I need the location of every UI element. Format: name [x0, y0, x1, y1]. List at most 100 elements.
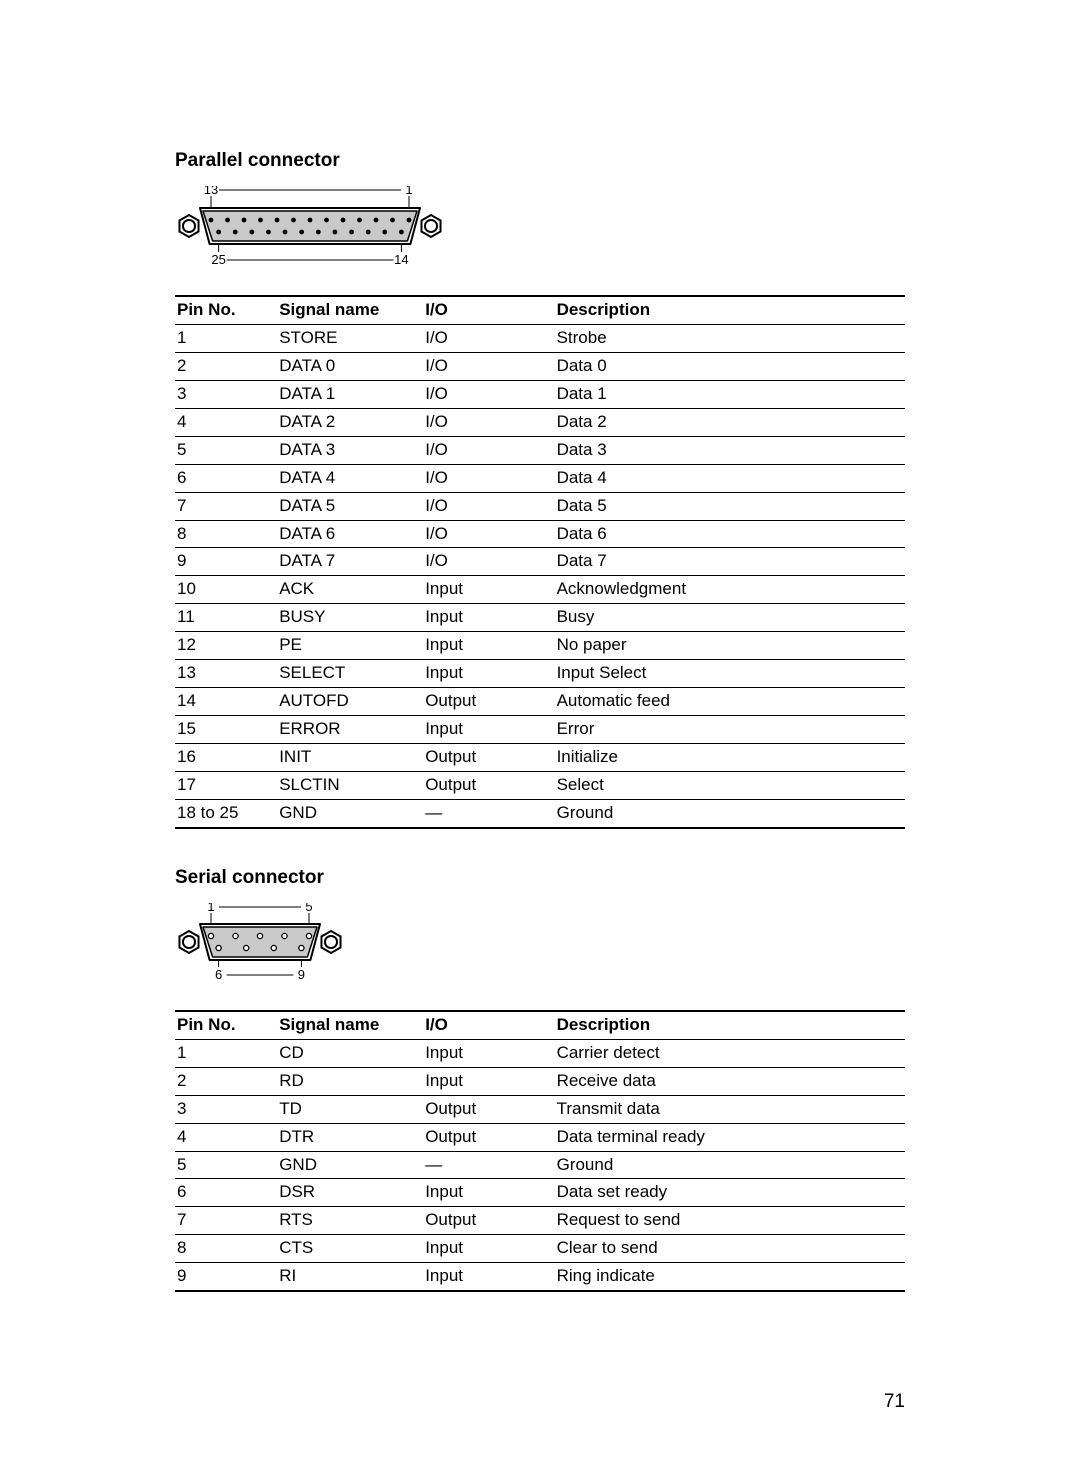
cell-desc: Data 1: [555, 380, 905, 408]
cell-desc: Data set ready: [555, 1179, 905, 1207]
cell-pin: 12: [175, 632, 277, 660]
cell-signal: DATA 3: [277, 436, 423, 464]
page: Parallel connector 13 1 25 14 Pin No. Si…: [0, 0, 1080, 1471]
col-header-io: I/O: [423, 1011, 554, 1039]
cell-signal: SELECT: [277, 660, 423, 688]
cell-signal: CTS: [277, 1235, 423, 1263]
parallel-connector-diagram: 13 1 25 14: [175, 186, 905, 271]
cell-io: Output: [423, 1123, 554, 1151]
cell-desc: Data 7: [555, 548, 905, 576]
cell-pin: 17: [175, 771, 277, 799]
cell-pin: 5: [175, 1151, 277, 1179]
cell-signal: AUTOFD: [277, 688, 423, 716]
cell-pin: 3: [175, 1095, 277, 1123]
cell-signal: PE: [277, 632, 423, 660]
cell-io: I/O: [423, 380, 554, 408]
table-row: 8DATA 6I/OData 6: [175, 520, 905, 548]
serial-connector-svg: 1 5 6 9: [175, 903, 345, 981]
cell-pin: 15: [175, 716, 277, 744]
cell-io: I/O: [423, 548, 554, 576]
col-header-pin: Pin No.: [175, 1011, 277, 1039]
cell-io: —: [423, 799, 554, 827]
cell-io: Output: [423, 1095, 554, 1123]
table-row: 13SELECTInputInput Select: [175, 660, 905, 688]
cell-desc: Acknowledgment: [555, 576, 905, 604]
cell-io: I/O: [423, 464, 554, 492]
svg-text:6: 6: [215, 967, 222, 981]
cell-io: Input: [423, 576, 554, 604]
cell-pin: 9: [175, 548, 277, 576]
table-row: 5DATA 3I/OData 3: [175, 436, 905, 464]
table-row: 8CTSInputClear to send: [175, 1235, 905, 1263]
cell-io: Output: [423, 771, 554, 799]
cell-desc: Data 2: [555, 408, 905, 436]
cell-signal: ERROR: [277, 716, 423, 744]
table-row: 6DATA 4I/OData 4: [175, 464, 905, 492]
cell-desc: Receive data: [555, 1067, 905, 1095]
col-header-signal: Signal name: [277, 296, 423, 324]
cell-signal: DATA 0: [277, 352, 423, 380]
cell-io: Input: [423, 716, 554, 744]
cell-desc: Data terminal ready: [555, 1123, 905, 1151]
cell-io: Output: [423, 744, 554, 772]
cell-signal: DATA 5: [277, 492, 423, 520]
cell-pin: 7: [175, 1207, 277, 1235]
cell-signal: RTS: [277, 1207, 423, 1235]
cell-io: Output: [423, 688, 554, 716]
cell-pin: 11: [175, 604, 277, 632]
cell-desc: Error: [555, 716, 905, 744]
cell-signal: RI: [277, 1263, 423, 1291]
col-header-pin: Pin No.: [175, 296, 277, 324]
table-row: 2DATA 0I/OData 0: [175, 352, 905, 380]
cell-pin: 18 to 25: [175, 799, 277, 827]
table-row: 3DATA 1I/OData 1: [175, 380, 905, 408]
cell-desc: Data 3: [555, 436, 905, 464]
table-row: 9DATA 7I/OData 7: [175, 548, 905, 576]
cell-desc: Data 0: [555, 352, 905, 380]
cell-desc: Automatic feed: [555, 688, 905, 716]
cell-desc: Ground: [555, 1151, 905, 1179]
table-row: 4DTROutputData terminal ready: [175, 1123, 905, 1151]
serial-pinout-table: Pin No. Signal name I/O Description 1CDI…: [175, 1010, 905, 1292]
cell-io: I/O: [423, 492, 554, 520]
col-header-desc: Description: [555, 1011, 905, 1039]
cell-signal: STORE: [277, 324, 423, 352]
cell-signal: DATA 1: [277, 380, 423, 408]
svg-text:1: 1: [405, 186, 412, 197]
cell-signal: DTR: [277, 1123, 423, 1151]
cell-io: Input: [423, 660, 554, 688]
cell-io: Output: [423, 1207, 554, 1235]
cell-pin: 7: [175, 492, 277, 520]
cell-pin: 6: [175, 1179, 277, 1207]
table-row: 15ERRORInputError: [175, 716, 905, 744]
cell-signal: DATA 2: [277, 408, 423, 436]
cell-pin: 13: [175, 660, 277, 688]
cell-pin: 2: [175, 352, 277, 380]
cell-pin: 9: [175, 1263, 277, 1291]
cell-desc: Ground: [555, 799, 905, 827]
cell-desc: Select: [555, 771, 905, 799]
cell-io: I/O: [423, 324, 554, 352]
cell-desc: Input Select: [555, 660, 905, 688]
cell-io: I/O: [423, 436, 554, 464]
cell-signal: RD: [277, 1067, 423, 1095]
cell-pin: 1: [175, 324, 277, 352]
cell-desc: Ring indicate: [555, 1263, 905, 1291]
cell-signal: TD: [277, 1095, 423, 1123]
cell-io: Input: [423, 1179, 554, 1207]
cell-desc: Carrier detect: [555, 1039, 905, 1067]
cell-desc: Transmit data: [555, 1095, 905, 1123]
cell-desc: Request to send: [555, 1207, 905, 1235]
serial-connector-diagram: 1 5 6 9: [175, 903, 905, 986]
cell-signal: CD: [277, 1039, 423, 1067]
cell-signal: INIT: [277, 744, 423, 772]
cell-desc: No paper: [555, 632, 905, 660]
table-row: 14AUTOFDOutputAutomatic feed: [175, 688, 905, 716]
section-spacer: [175, 829, 905, 867]
cell-pin: 4: [175, 1123, 277, 1151]
cell-desc: Data 4: [555, 464, 905, 492]
svg-text:14: 14: [394, 252, 408, 266]
parallel-pinout-table: Pin No. Signal name I/O Description 1STO…: [175, 295, 905, 829]
svg-text:13: 13: [204, 186, 218, 197]
cell-pin: 8: [175, 520, 277, 548]
